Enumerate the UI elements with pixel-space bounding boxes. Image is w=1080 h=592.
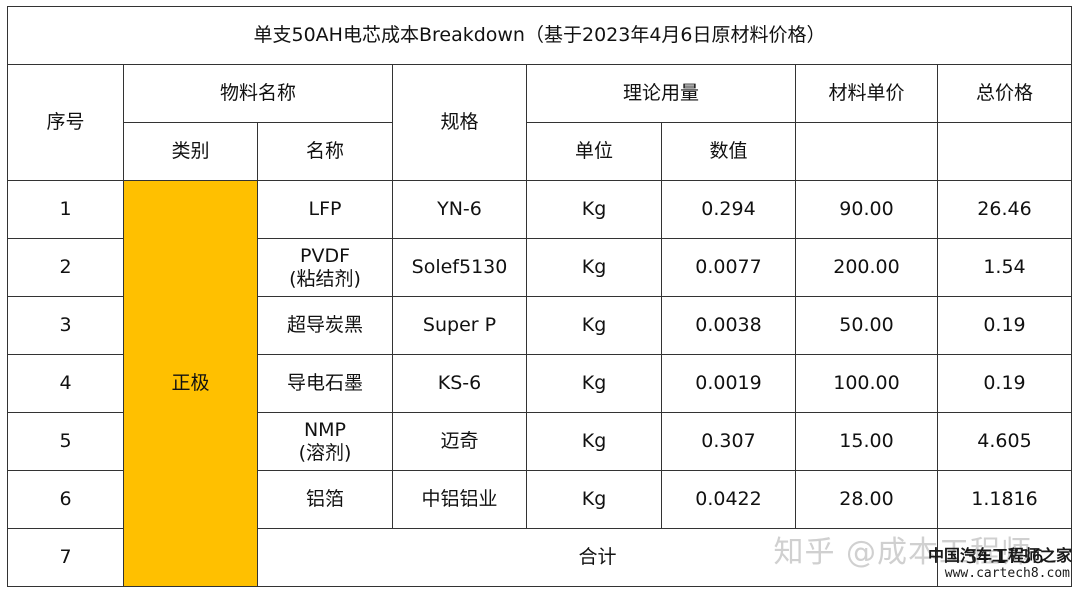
- cell-price: 90.00: [795, 180, 938, 239]
- cell-name: 导电石墨: [257, 354, 393, 413]
- header-seq: 序号: [7, 64, 124, 181]
- cell-name: PVDF (粘结剂): [257, 238, 393, 297]
- total-row: 7 合计 34.1736: [7, 528, 1072, 587]
- cell-value: 0.0019: [661, 354, 796, 413]
- cell-unit: Kg: [526, 180, 662, 239]
- cell-unit: Kg: [526, 412, 662, 471]
- table-row: 2 PVDF (粘结剂) Solef5130 Kg 0.0077 200.00 1…: [7, 238, 1072, 297]
- header-unit-price-blank: [795, 122, 938, 181]
- cell-spec: 迈奇: [392, 412, 527, 471]
- cell-seq: 6: [7, 470, 124, 529]
- cell-spec: Solef5130: [392, 238, 527, 297]
- cell-price: 200.00: [795, 238, 938, 297]
- table-row: 4 导电石墨 KS-6 Kg 0.0019 100.00 0.19: [7, 354, 1072, 413]
- cell-unit: Kg: [526, 470, 662, 529]
- table-title: 单支50AH电芯成本Breakdown（基于2023年4月6日原材料价格）: [7, 6, 1072, 65]
- header-spec: 规格: [392, 64, 527, 181]
- header-name: 名称: [257, 122, 393, 181]
- site-url-watermark: www.cartech8.com: [944, 566, 1070, 581]
- cell-name: LFP: [257, 180, 393, 239]
- cell-unit: Kg: [526, 354, 662, 413]
- cell-unit: Kg: [526, 238, 662, 297]
- zhihu-watermark: 知乎 @成本工程师: [773, 535, 1032, 570]
- total-label: 合计: [257, 528, 938, 587]
- cell-total: 0.19: [937, 296, 1072, 355]
- cell-total: 1.54: [937, 238, 1072, 297]
- header-unit-price: 材料单价: [795, 64, 938, 123]
- cell-name: 铝箔: [257, 470, 393, 529]
- cell-spec: KS-6: [392, 354, 527, 413]
- site-watermark: 中国汽车工程师之家: [927, 546, 1072, 565]
- header-usage: 理论用量: [526, 64, 796, 123]
- cost-breakdown-table: 单支50AH电芯成本Breakdown（基于2023年4月6日原材料价格） 序号…: [7, 6, 1072, 587]
- cell-value: 0.0422: [661, 470, 796, 529]
- cell-seq: 3: [7, 296, 124, 355]
- cell-price: 50.00: [795, 296, 938, 355]
- header-total-price: 总价格: [937, 64, 1072, 123]
- cell-seq: 5: [7, 412, 124, 471]
- cell-total: 26.46: [937, 180, 1072, 239]
- cell-value: 0.0038: [661, 296, 796, 355]
- cell-price: 15.00: [795, 412, 938, 471]
- header-material-name: 物料名称: [123, 64, 393, 123]
- cell-total: 0.19: [937, 354, 1072, 413]
- cell-value: 0.307: [661, 412, 796, 471]
- cell-spec: Super P: [392, 296, 527, 355]
- category-cell: 正极: [123, 180, 258, 587]
- header-total-price-blank: [937, 122, 1072, 181]
- cell-value: 0.294: [661, 180, 796, 239]
- header-category: 类别: [123, 122, 258, 181]
- cell-unit: Kg: [526, 296, 662, 355]
- cell-seq: 1: [7, 180, 124, 239]
- cell-name: NMP (溶剂): [257, 412, 393, 471]
- cell-total: 1.1816: [937, 470, 1072, 529]
- header-unit: 单位: [526, 122, 662, 181]
- table-row: 5 NMP (溶剂) 迈奇 Kg 0.307 15.00 4.605: [7, 412, 1072, 471]
- cell-price: 28.00: [795, 470, 938, 529]
- cell-value: 0.0077: [661, 238, 796, 297]
- total-value: 34.1736: [937, 528, 1072, 587]
- cell-seq: 2: [7, 238, 124, 297]
- table-row: 6 铝箔 中铝铝业 Kg 0.0422 28.00 1.1816: [7, 470, 1072, 529]
- cell-seq: 4: [7, 354, 124, 413]
- table-row: 1 正极 LFP YN-6 Kg 0.294 90.00 26.46: [7, 180, 1072, 587]
- header-value: 数值: [661, 122, 796, 181]
- cell-name: 超导炭黑: [257, 296, 393, 355]
- cell-total: 4.605: [937, 412, 1072, 471]
- cell-spec: YN-6: [392, 180, 527, 239]
- cell-price: 100.00: [795, 354, 938, 413]
- cell-seq: 7: [7, 528, 124, 587]
- cell-spec: 中铝铝业: [392, 470, 527, 529]
